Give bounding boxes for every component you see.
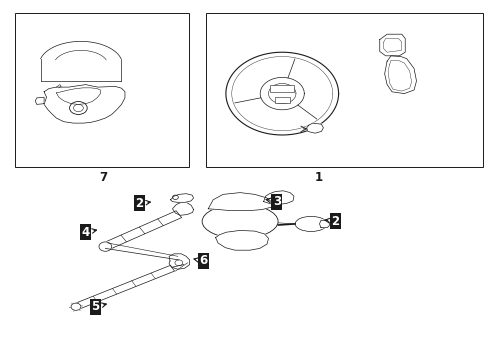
Text: 7: 7 <box>99 171 107 184</box>
Polygon shape <box>56 88 100 104</box>
Polygon shape <box>264 191 294 204</box>
Polygon shape <box>226 52 339 135</box>
Polygon shape <box>41 41 121 72</box>
Text: 2: 2 <box>136 197 150 210</box>
Polygon shape <box>35 97 44 104</box>
Polygon shape <box>171 194 194 202</box>
Bar <box>275 97 290 103</box>
Text: 6: 6 <box>194 255 207 267</box>
Polygon shape <box>169 254 190 269</box>
Polygon shape <box>74 265 174 310</box>
Polygon shape <box>307 123 323 133</box>
Circle shape <box>70 102 87 114</box>
Polygon shape <box>44 85 125 123</box>
Text: 1: 1 <box>315 171 322 184</box>
Bar <box>206 13 483 167</box>
Polygon shape <box>380 34 405 56</box>
Polygon shape <box>319 220 329 228</box>
Polygon shape <box>172 202 194 215</box>
Text: 3: 3 <box>266 195 281 208</box>
Bar <box>270 85 294 92</box>
Circle shape <box>71 303 81 310</box>
Polygon shape <box>102 211 182 250</box>
Ellipse shape <box>295 216 327 231</box>
Polygon shape <box>385 56 416 94</box>
Polygon shape <box>216 230 269 250</box>
Polygon shape <box>388 60 412 91</box>
Text: 2: 2 <box>325 215 340 228</box>
Text: 5: 5 <box>92 300 106 313</box>
Polygon shape <box>260 77 304 110</box>
Bar <box>15 13 189 167</box>
Circle shape <box>99 242 112 251</box>
Polygon shape <box>208 193 272 211</box>
Polygon shape <box>384 39 401 52</box>
Text: 4: 4 <box>82 226 97 239</box>
Ellipse shape <box>202 204 278 238</box>
